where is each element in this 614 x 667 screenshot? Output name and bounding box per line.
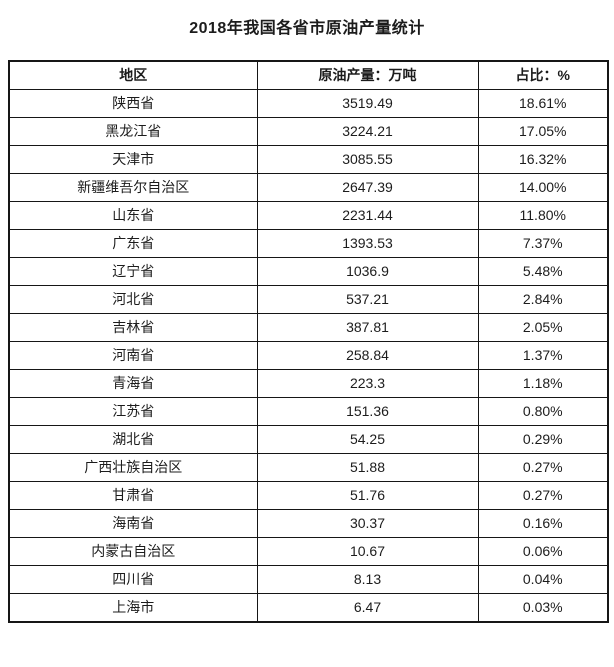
region-cell: 河南省 bbox=[8, 341, 258, 370]
table-row: 天津市 3085.55 16.32% bbox=[8, 145, 609, 174]
table-header: 地区 原油产量：万吨 占比：% bbox=[8, 60, 609, 90]
production-cell: 10.67 bbox=[256, 537, 479, 566]
production-cell: 151.36 bbox=[256, 397, 479, 426]
production-cell: 8.13 bbox=[256, 565, 479, 594]
production-cell: 3519.49 bbox=[256, 89, 479, 118]
share-cell: 0.27% bbox=[477, 453, 609, 482]
table-row: 海南省 30.37 0.16% bbox=[8, 509, 609, 538]
header-production: 原油产量：万吨 bbox=[256, 60, 479, 90]
header-region: 地区 bbox=[8, 60, 258, 90]
table-row: 广西壮族自治区 51.88 0.27% bbox=[8, 453, 609, 482]
region-cell: 山东省 bbox=[8, 201, 258, 230]
production-cell: 258.84 bbox=[256, 341, 479, 370]
table-row: 江苏省 151.36 0.80% bbox=[8, 397, 609, 426]
share-cell: 17.05% bbox=[477, 117, 609, 146]
table-row: 内蒙古自治区 10.67 0.06% bbox=[8, 537, 609, 566]
share-cell: 0.03% bbox=[477, 593, 609, 623]
production-cell: 30.37 bbox=[256, 509, 479, 538]
region-cell: 黑龙江省 bbox=[8, 117, 258, 146]
table-row: 陕西省 3519.49 18.61% bbox=[8, 89, 609, 118]
region-cell: 江苏省 bbox=[8, 397, 258, 426]
oil-production-table: 地区 原油产量：万吨 占比：% 陕西省 3519.49 18.61% 黑龙江省 3224… bbox=[8, 60, 609, 623]
production-cell: 54.25 bbox=[256, 425, 479, 454]
table-row: 新疆维吾尔自治区 2647.39 14.00% bbox=[8, 173, 609, 202]
share-cell: 5.48% bbox=[477, 257, 609, 286]
table-row: 湖北省 54.25 0.29% bbox=[8, 425, 609, 454]
production-cell: 223.3 bbox=[256, 369, 479, 398]
production-cell: 3085.55 bbox=[256, 145, 479, 174]
table-row: 青海省 223.3 1.18% bbox=[8, 369, 609, 398]
table-row: 吉林省 387.81 2.05% bbox=[8, 313, 609, 342]
table-row: 辽宁省 1036.9 5.48% bbox=[8, 257, 609, 286]
production-cell: 387.81 bbox=[256, 313, 479, 342]
region-cell: 上海市 bbox=[8, 593, 258, 623]
region-cell: 湖北省 bbox=[8, 425, 258, 454]
table-body: 陕西省 3519.49 18.61% 黑龙江省 3224.21 17.05% 天津市 3085… bbox=[8, 89, 609, 623]
region-cell: 新疆维吾尔自治区 bbox=[8, 173, 258, 202]
share-cell: 0.04% bbox=[477, 565, 609, 594]
table-row: 河北省 537.21 2.84% bbox=[8, 285, 609, 314]
document-page: 2018年我国各省市原油产量统计 地区 原油产量：万吨 占比：% 陕西省 3519… bbox=[0, 14, 614, 623]
table-row: 广东省 1393.53 7.37% bbox=[8, 229, 609, 258]
production-cell: 2647.39 bbox=[256, 173, 479, 202]
region-cell: 吉林省 bbox=[8, 313, 258, 342]
share-cell: 0.06% bbox=[477, 537, 609, 566]
region-cell: 广东省 bbox=[8, 229, 258, 258]
share-cell: 0.29% bbox=[477, 425, 609, 454]
share-cell: 16.32% bbox=[477, 145, 609, 174]
region-cell: 内蒙古自治区 bbox=[8, 537, 258, 566]
region-cell: 河北省 bbox=[8, 285, 258, 314]
table-row: 上海市 6.47 0.03% bbox=[8, 593, 609, 623]
production-cell: 1393.53 bbox=[256, 229, 479, 258]
production-cell: 1036.9 bbox=[256, 257, 479, 286]
production-cell: 3224.21 bbox=[256, 117, 479, 146]
share-cell: 18.61% bbox=[477, 89, 609, 118]
header-row: 地区 原油产量：万吨 占比：% bbox=[8, 60, 609, 90]
share-cell: 2.05% bbox=[477, 313, 609, 342]
region-cell: 陕西省 bbox=[8, 89, 258, 118]
page-title: 2018年我国各省市原油产量统计 bbox=[189, 20, 425, 37]
share-cell: 0.16% bbox=[477, 509, 609, 538]
share-cell: 1.37% bbox=[477, 341, 609, 370]
share-cell: 2.84% bbox=[477, 285, 609, 314]
region-cell: 甘肃省 bbox=[8, 481, 258, 510]
region-cell: 辽宁省 bbox=[8, 257, 258, 286]
table-row: 甘肃省 51.76 0.27% bbox=[8, 481, 609, 510]
share-cell: 0.27% bbox=[477, 481, 609, 510]
production-cell: 51.76 bbox=[256, 481, 479, 510]
share-cell: 11.80% bbox=[477, 201, 609, 230]
table-row: 山东省 2231.44 11.80% bbox=[8, 201, 609, 230]
table-row: 四川省 8.13 0.04% bbox=[8, 565, 609, 594]
region-cell: 天津市 bbox=[8, 145, 258, 174]
region-cell: 广西壮族自治区 bbox=[8, 453, 258, 482]
production-cell: 6.47 bbox=[256, 593, 479, 623]
share-cell: 7.37% bbox=[477, 229, 609, 258]
region-cell: 四川省 bbox=[8, 565, 258, 594]
share-cell: 0.80% bbox=[477, 397, 609, 426]
header-share: 占比：% bbox=[477, 60, 609, 90]
share-cell: 14.00% bbox=[477, 173, 609, 202]
region-cell: 海南省 bbox=[8, 509, 258, 538]
production-cell: 51.88 bbox=[256, 453, 479, 482]
share-cell: 1.18% bbox=[477, 369, 609, 398]
table-row: 黑龙江省 3224.21 17.05% bbox=[8, 117, 609, 146]
production-cell: 537.21 bbox=[256, 285, 479, 314]
table-row: 河南省 258.84 1.37% bbox=[8, 341, 609, 370]
region-cell: 青海省 bbox=[8, 369, 258, 398]
production-cell: 2231.44 bbox=[256, 201, 479, 230]
